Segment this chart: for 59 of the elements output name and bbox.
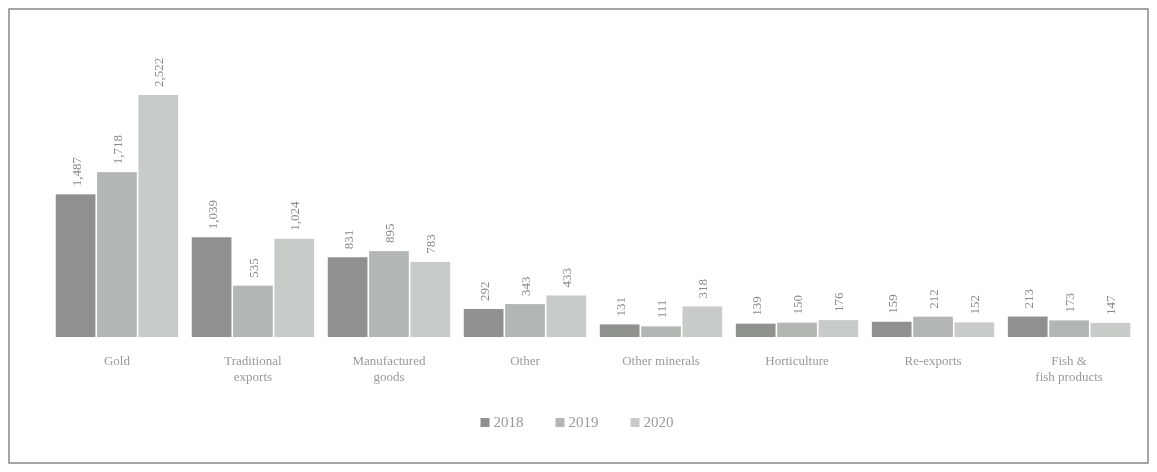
data-label: 1,024 xyxy=(287,200,303,231)
data-label: 131 xyxy=(612,296,628,317)
bar xyxy=(410,261,451,337)
data-label: 1,039 xyxy=(204,200,220,230)
bar xyxy=(97,172,137,337)
data-label: 831 xyxy=(340,229,356,250)
data-label: 159 xyxy=(884,294,900,314)
data-label: 147 xyxy=(1103,294,1119,315)
bar xyxy=(871,321,912,337)
data-label: 433 xyxy=(559,267,575,288)
bar xyxy=(1049,320,1089,337)
bar xyxy=(1007,316,1048,337)
data-label: 343 xyxy=(517,276,533,297)
legend-label: 2020 xyxy=(643,414,674,430)
bar xyxy=(954,322,995,337)
x-tick-label: Other xyxy=(510,353,541,368)
data-label: 1,718 xyxy=(109,134,125,165)
bar xyxy=(233,285,273,337)
bar xyxy=(777,322,817,337)
bar xyxy=(369,251,409,337)
data-label: 176 xyxy=(831,292,847,313)
data-label: 152 xyxy=(967,294,983,315)
bar xyxy=(191,237,232,337)
data-label: 318 xyxy=(695,278,711,299)
bar xyxy=(599,324,640,337)
data-label: 1,487 xyxy=(68,156,84,187)
bar xyxy=(1090,322,1131,337)
data-label: 895 xyxy=(381,223,397,244)
legend-label: 2018 xyxy=(493,414,524,430)
x-tick-label: Traditional exports xyxy=(224,353,282,384)
x-tick-label: Gold xyxy=(103,353,131,368)
bar xyxy=(138,95,179,337)
bar xyxy=(735,323,776,337)
x-tick-label: Other minerals xyxy=(622,353,700,368)
data-label: 150 xyxy=(790,295,806,315)
data-label: 173 xyxy=(1062,292,1078,313)
bar xyxy=(546,295,587,337)
bar xyxy=(463,308,504,337)
bar xyxy=(55,194,96,337)
bar xyxy=(641,326,681,337)
x-tick-label: Fish & fish products xyxy=(1035,353,1103,384)
data-label: 139 xyxy=(748,296,764,316)
bar xyxy=(505,304,545,337)
data-label: 213 xyxy=(1020,289,1036,309)
x-tick-label: Horticulture xyxy=(765,353,830,368)
data-label: 111 xyxy=(654,299,670,319)
bar xyxy=(818,320,859,337)
data-label: 783 xyxy=(423,234,439,254)
data-label: 535 xyxy=(245,258,261,278)
bar xyxy=(913,316,953,337)
data-label: 292 xyxy=(476,281,492,301)
data-label: 212 xyxy=(926,289,942,309)
data-label: 2,522 xyxy=(151,57,167,87)
bar xyxy=(327,257,368,337)
bar xyxy=(682,306,723,337)
bar xyxy=(274,238,315,337)
x-tick-label: Manufactured goods xyxy=(352,353,426,384)
x-tick-label: Re-exports xyxy=(904,353,962,368)
legend-label: 2019 xyxy=(568,414,599,430)
